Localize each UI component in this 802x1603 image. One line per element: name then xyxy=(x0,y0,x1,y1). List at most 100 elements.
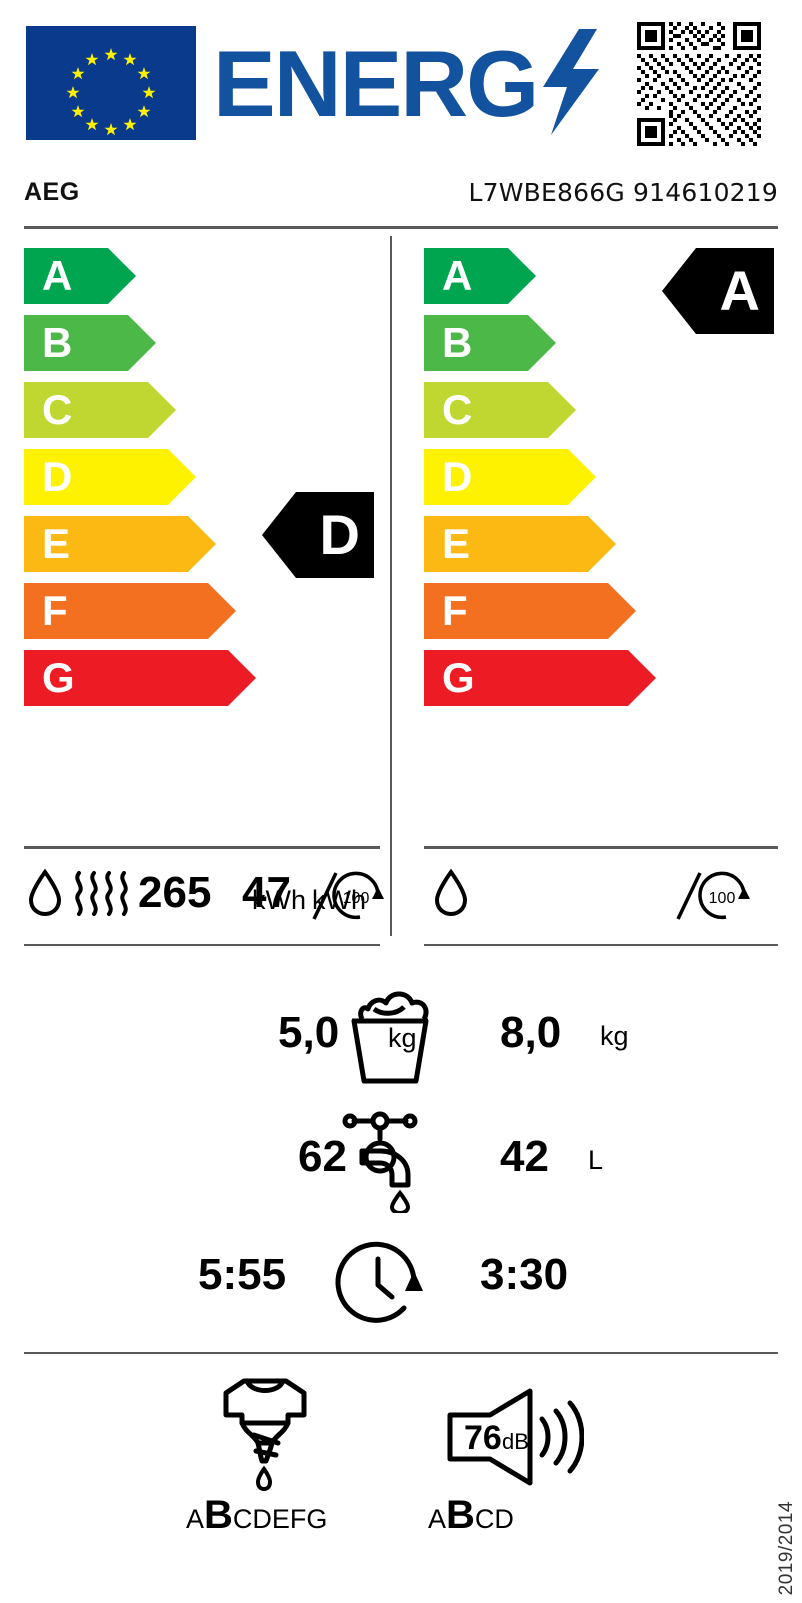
grade-letter: B xyxy=(442,319,473,366)
heat-waves-icon xyxy=(72,871,134,922)
divider-below-energy-left xyxy=(24,944,380,946)
grade-arrow-e xyxy=(24,516,216,572)
grade-letter: E xyxy=(442,520,471,567)
capacity-value-left: 5,0 xyxy=(278,1008,340,1057)
cycles-100-icon: 100 xyxy=(672,869,756,928)
grade-row: C xyxy=(24,382,75,449)
grade-arrow-f xyxy=(424,583,636,639)
grade-row: B xyxy=(24,315,75,382)
energy-unit-primary: kWh xyxy=(252,885,306,915)
noise-class-highlight: B xyxy=(446,1493,475,1537)
loudspeaker-icon: 76 dB xyxy=(444,1387,585,1492)
grade-row: A xyxy=(424,248,475,315)
noise-classes-prefix: A xyxy=(428,1504,447,1534)
grade-letter: A xyxy=(442,252,473,299)
grade-arrow-d xyxy=(24,449,196,505)
energy-scale-left: A B C D E F G xyxy=(24,248,75,717)
label-header: ENERG xyxy=(0,0,802,170)
grade-letter: E xyxy=(42,520,71,567)
grade-row: D xyxy=(424,449,475,516)
grade-row: D xyxy=(24,449,75,516)
spin-class-highlight: B xyxy=(204,1493,233,1537)
regulation-number: 2019/2014 xyxy=(776,1500,797,1595)
grade-arrow-c xyxy=(24,382,176,438)
grade-arrow-a xyxy=(24,248,136,304)
grade-row: F xyxy=(424,583,475,650)
water-consumption-row: 62 42 L xyxy=(0,1105,802,1218)
grade-arrow-f xyxy=(24,583,236,639)
grade-arrow-b xyxy=(24,315,156,371)
capacity-unit-right: kg xyxy=(600,1021,629,1051)
water-droplet-icon xyxy=(434,868,468,922)
duration-value-left: 5:55 xyxy=(198,1250,287,1299)
grade-arrow-a xyxy=(424,248,536,304)
grade-row: A xyxy=(24,248,75,315)
pointer-letter: A xyxy=(719,259,760,322)
grade-arrow-b xyxy=(424,315,556,371)
svg-text:100: 100 xyxy=(343,890,370,907)
grade-row: C xyxy=(424,382,475,449)
energy-wordmark: ENERG xyxy=(213,28,603,136)
grade-row: B xyxy=(424,315,475,382)
water-droplet-icon xyxy=(28,868,62,922)
noise-classes-suffix: CD xyxy=(474,1504,514,1534)
divider-under-brand xyxy=(24,226,778,229)
grade-row: E xyxy=(424,516,475,583)
energy-consumption-right: 100 xyxy=(424,855,784,935)
divider-above-bottom xyxy=(24,1352,778,1354)
energy-scale-right: A B C D E F G xyxy=(424,248,475,717)
grade-letter: G xyxy=(42,654,75,701)
duration-row: 5:55 3:30 xyxy=(0,1235,802,1330)
energy-value-secondary: 47 xyxy=(242,868,291,917)
svg-text:dB: dB xyxy=(502,1429,529,1454)
grade-letter: C xyxy=(442,386,473,433)
divider-above-energy-left xyxy=(24,846,380,849)
water-value-right: 42 xyxy=(500,1132,549,1181)
capacity-unit-left: kg xyxy=(388,1023,417,1053)
brand-row: AEG L7WBE866G 914610219 xyxy=(0,172,802,224)
grade-letter: G xyxy=(442,654,475,701)
pointer-letter: D xyxy=(319,503,360,566)
bottom-section: 76 dB ABCDEFG ABCD xyxy=(0,1365,802,1565)
energy-class-pointer-right: A xyxy=(662,248,774,334)
wrung-shirt-icon xyxy=(210,1373,320,1500)
noise-classes: ABCD xyxy=(428,1493,514,1538)
energ-text: ENERG xyxy=(213,31,539,136)
grade-letter: D xyxy=(442,453,473,500)
grade-letter: A xyxy=(42,252,73,299)
grade-letter: F xyxy=(42,587,68,634)
grade-letter: D xyxy=(42,453,73,500)
lightning-bolt-icon xyxy=(539,28,603,140)
eu-flag-icon xyxy=(26,26,196,140)
grade-row: G xyxy=(424,650,475,717)
water-unit-right: L xyxy=(588,1145,604,1175)
water-tap-icon xyxy=(340,1105,450,1218)
grade-arrow-e xyxy=(424,516,616,572)
capacity-row: 5,0 kg 8,0 kg xyxy=(0,975,802,1095)
spin-classes-prefix: A xyxy=(186,1504,205,1534)
grade-row: F xyxy=(24,583,75,650)
grade-arrow-c xyxy=(424,382,576,438)
svg-text:100: 100 xyxy=(709,890,736,907)
model-identifier: L7WBE866G 914610219 xyxy=(468,178,778,207)
svg-text:76: 76 xyxy=(464,1419,502,1457)
capacity-value-right: 8,0 xyxy=(500,1008,562,1057)
qr-code-icon xyxy=(637,22,761,146)
divider-vertical xyxy=(390,236,392,936)
grade-row: G xyxy=(24,650,75,717)
spin-efficiency-classes: ABCDEFG xyxy=(186,1493,327,1538)
grade-letter: F xyxy=(442,587,468,634)
grade-row: E xyxy=(24,516,75,583)
divider-above-energy-right xyxy=(424,846,778,849)
divider-below-energy-right xyxy=(424,944,778,946)
grade-arrow-d xyxy=(424,449,596,505)
brand-name: AEG xyxy=(24,178,80,206)
water-value-left: 62 xyxy=(298,1132,347,1181)
laundry-basket-icon xyxy=(330,975,450,1092)
energy-consumption-left: 265 47 kWh kWh 100 xyxy=(24,855,384,935)
grade-letter: B xyxy=(42,319,73,366)
grade-letter: C xyxy=(42,386,73,433)
grade-arrow-g xyxy=(24,650,256,706)
grade-arrow-g xyxy=(424,650,656,706)
